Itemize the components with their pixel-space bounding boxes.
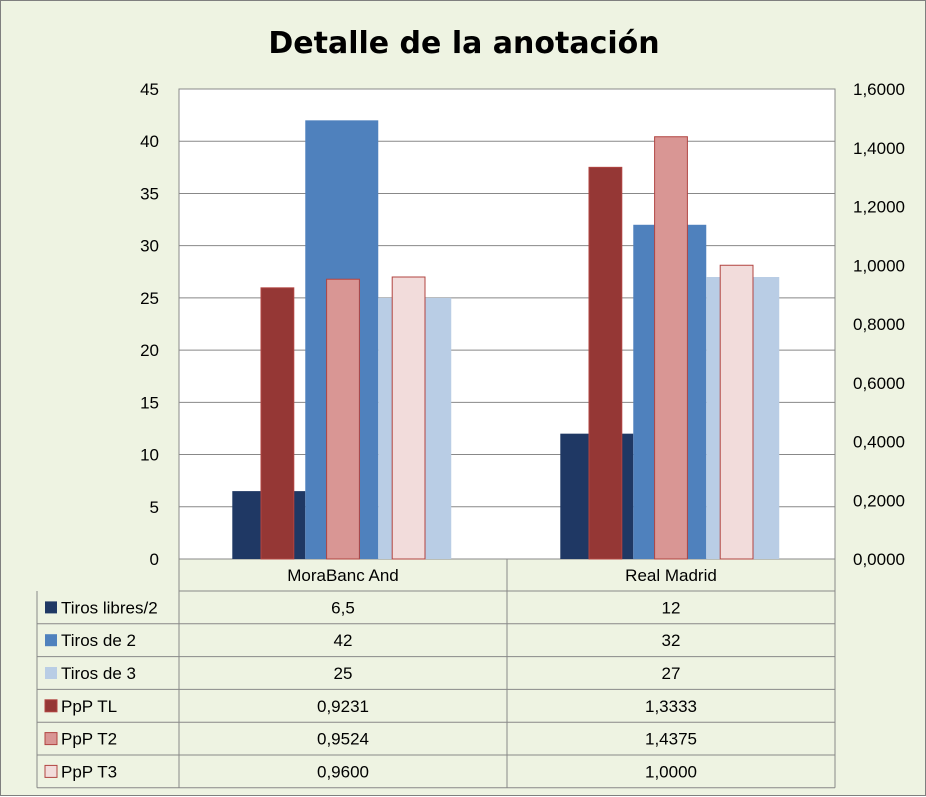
y-left-tick-label: 30 (140, 237, 159, 256)
data-table: MoraBanc And Real Madrid Tiros libres/2 6,5… (36, 559, 836, 789)
legend-swatch (45, 601, 57, 614)
y-right-tick-label: 0,8000 (853, 315, 905, 334)
data-label: 32 (662, 631, 681, 650)
y-axis-left: 0 5 10 15 20 25 30 35 40 45 (140, 80, 159, 569)
bar-ppp-t2-1 (654, 136, 688, 560)
legend-swatch (45, 667, 57, 679)
data-label: 12 (662, 598, 681, 617)
category-label: Real Madrid (625, 566, 717, 585)
y-left-tick-label: 10 (140, 446, 159, 465)
legend-label: PpP TL (61, 697, 117, 716)
y-axis-right: 0,0000 0,2000 0,4000 0,6000 0,8000 1,0000 1,20… (853, 80, 905, 569)
data-label: 1,4375 (645, 730, 697, 749)
legend-swatch (44, 699, 58, 713)
data-label: 42 (334, 631, 353, 650)
y-left-tick-label: 45 (140, 80, 159, 99)
bar-ppp-t3-0 (391, 276, 426, 560)
data-label: 27 (662, 664, 681, 683)
y-right-tick-label: 1,0000 (853, 256, 905, 275)
data-label: 1,0000 (645, 762, 697, 781)
y-right-tick-label: 0,4000 (853, 433, 905, 452)
bar-ppp-t3-1 (719, 264, 754, 560)
y-right-tick-label: 0,2000 (853, 491, 905, 510)
y-left-tick-label: 20 (140, 341, 159, 360)
legend-label: PpP T2 (61, 730, 117, 749)
legend-label: Tiros libres/2 (61, 598, 158, 617)
chart-title: Detalle de la anotación (268, 26, 659, 61)
y-left-tick-label: 5 (150, 498, 159, 517)
data-label: 0,9600 (317, 762, 369, 781)
bar-ppp-tl-1 (588, 166, 623, 560)
y-left-tick-label: 0 (150, 550, 159, 569)
y-left-tick-label: 25 (140, 289, 159, 308)
y-left-tick-label: 40 (140, 132, 159, 151)
legend-label: Tiros de 3 (61, 664, 136, 683)
bar-ppp-t2-0 (326, 278, 360, 560)
y-right-tick-label: 0,6000 (853, 374, 905, 393)
bars-right-axis (260, 136, 754, 560)
y-right-tick-label: 1,2000 (853, 198, 905, 217)
legend-label: PpP T3 (61, 762, 117, 781)
legend-swatch (45, 634, 57, 647)
data-label: 0,9524 (317, 730, 369, 749)
y-right-tick-label: 1,6000 (853, 80, 905, 99)
data-label: 6,5 (331, 598, 355, 617)
legend-label: Tiros de 2 (61, 631, 136, 650)
legend-swatch (44, 732, 58, 746)
y-left-tick-label: 35 (140, 184, 159, 203)
legend-swatch (44, 764, 58, 778)
data-label: 25 (334, 664, 353, 683)
data-label: 0,9231 (317, 697, 369, 716)
bar-ppp-tl-0 (260, 287, 295, 560)
category-label: MoraBanc And (287, 566, 399, 585)
y-left-tick-label: 15 (140, 393, 159, 412)
data-label: 1,3333 (645, 697, 697, 716)
y-right-tick-label: 1,4000 (853, 139, 905, 158)
y-right-tick-label: 0,0000 (853, 550, 905, 569)
